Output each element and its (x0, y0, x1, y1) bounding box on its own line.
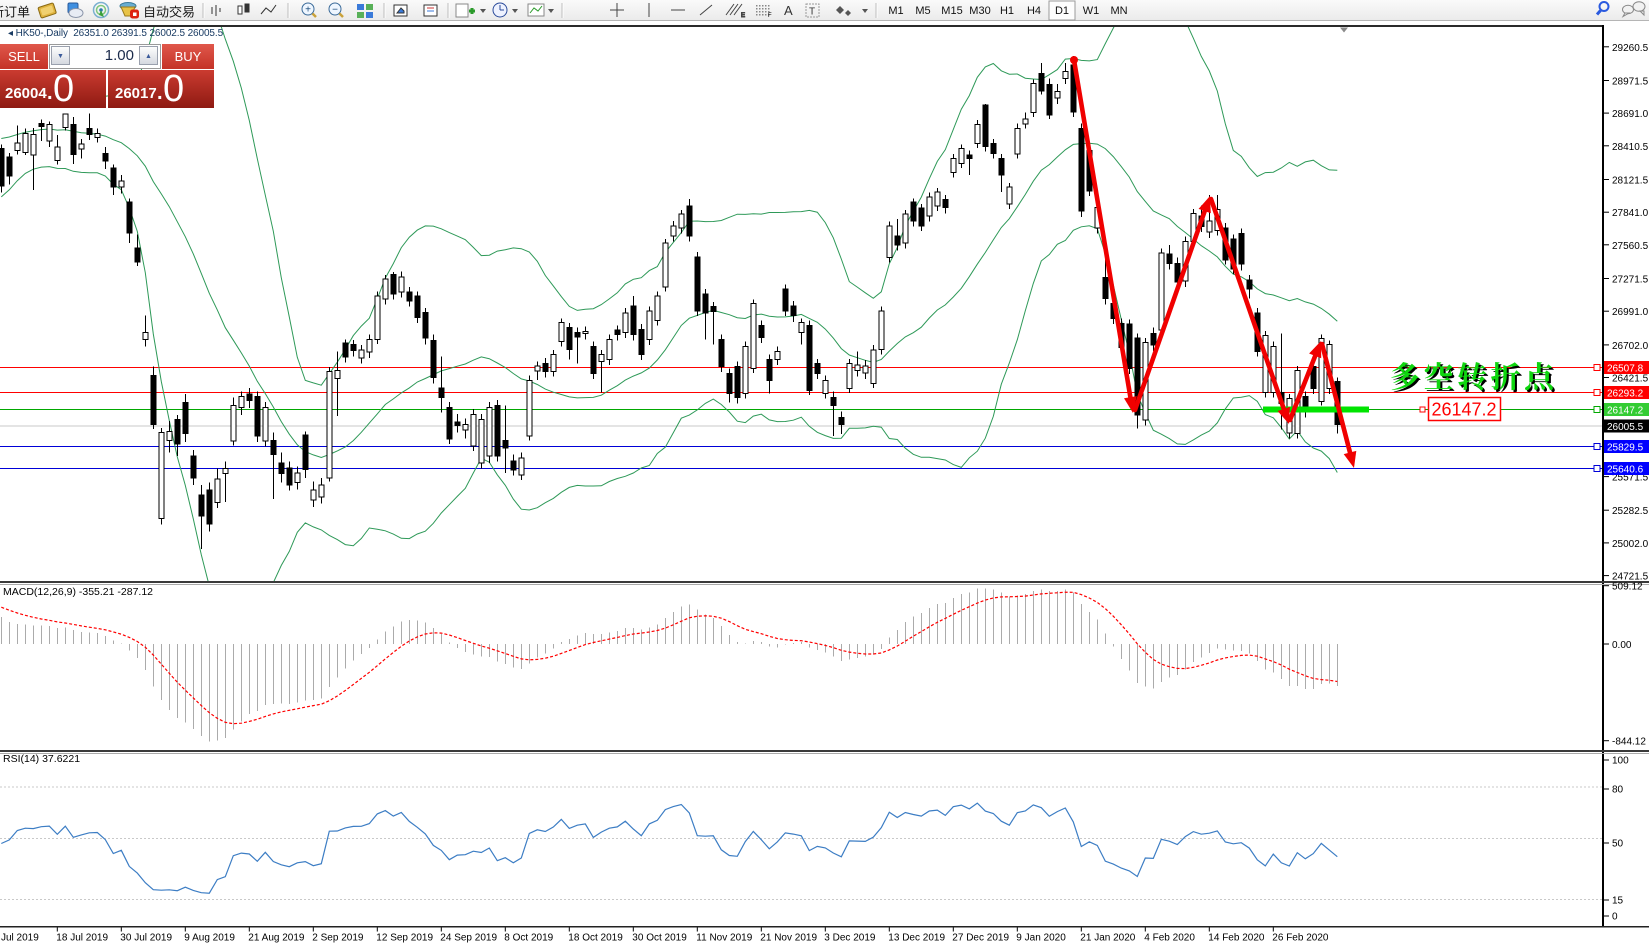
svg-text:26 Feb 2020: 26 Feb 2020 (1272, 933, 1329, 944)
svg-text:H4: H4 (1027, 5, 1041, 17)
svg-text:25571.5: 25571.5 (1612, 473, 1649, 484)
svg-text:F: F (768, 13, 772, 19)
svg-text:M30: M30 (969, 5, 990, 17)
svg-text:+: + (305, 5, 311, 16)
svg-text:28121.5: 28121.5 (1612, 176, 1649, 187)
svg-text:21 Aug 2019: 21 Aug 2019 (248, 933, 305, 944)
svg-text:-844.12: -844.12 (1612, 737, 1646, 748)
svg-text:27841.0: 27841.0 (1612, 208, 1649, 219)
svg-text:3 Dec 2019: 3 Dec 2019 (824, 933, 876, 944)
svg-text:27271.5: 27271.5 (1612, 275, 1649, 286)
svg-text:26702.0: 26702.0 (1612, 341, 1649, 352)
svg-text:24721.5: 24721.5 (1612, 572, 1649, 583)
svg-text:26147.2: 26147.2 (1607, 406, 1644, 417)
svg-text:26991.0: 26991.0 (1612, 307, 1649, 318)
svg-text:30 Oct 2019: 30 Oct 2019 (632, 933, 687, 944)
svg-text:W1: W1 (1083, 5, 1100, 17)
svg-text:25282.5: 25282.5 (1612, 506, 1649, 517)
svg-text:M5: M5 (915, 5, 930, 17)
svg-text:−: − (332, 5, 338, 16)
svg-text:D1: D1 (1055, 5, 1069, 17)
svg-text:30 Jul 2019: 30 Jul 2019 (120, 933, 172, 944)
svg-text:13 Dec 2019: 13 Dec 2019 (888, 933, 945, 944)
svg-text:25002.0: 25002.0 (1612, 539, 1649, 550)
svg-text:M1: M1 (888, 5, 903, 17)
svg-text:29260.5: 29260.5 (1612, 43, 1649, 54)
svg-text:A: A (784, 3, 793, 18)
svg-text:RSI(14) 37.6221: RSI(14) 37.6221 (3, 753, 80, 765)
svg-text:27560.5: 27560.5 (1612, 241, 1649, 252)
svg-text:26293.2: 26293.2 (1607, 389, 1644, 400)
svg-text:27 Dec 2019: 27 Dec 2019 (952, 933, 1009, 944)
svg-text:Jul 2019: Jul 2019 (1, 933, 39, 944)
svg-text:9 Aug 2019: 9 Aug 2019 (184, 933, 235, 944)
svg-text:21 Nov 2019: 21 Nov 2019 (760, 933, 817, 944)
svg-text:25829.5: 25829.5 (1607, 443, 1644, 454)
svg-text:MN: MN (1110, 5, 1127, 17)
svg-text:28410.5: 28410.5 (1612, 142, 1649, 153)
svg-text:H1: H1 (1000, 5, 1014, 17)
svg-text:18 Oct 2019: 18 Oct 2019 (568, 933, 623, 944)
svg-text:2 Sep 2019: 2 Sep 2019 (312, 933, 364, 944)
svg-text:T: T (809, 7, 815, 18)
svg-text:24 Sep 2019: 24 Sep 2019 (440, 933, 497, 944)
svg-text:28971.5: 28971.5 (1612, 77, 1649, 88)
svg-text:100: 100 (1612, 756, 1629, 767)
svg-text:80: 80 (1612, 785, 1624, 796)
svg-text:18 Jul 2019: 18 Jul 2019 (56, 933, 108, 944)
svg-text:26147.2: 26147.2 (1431, 400, 1496, 420)
svg-text:509.12: 509.12 (1612, 582, 1643, 593)
svg-text:50: 50 (1612, 839, 1624, 850)
svg-text:12 Sep 2019: 12 Sep 2019 (376, 933, 433, 944)
svg-text:11 Nov 2019: 11 Nov 2019 (696, 933, 752, 944)
svg-text:21 Jan 2020: 21 Jan 2020 (1080, 933, 1135, 944)
svg-text:9 Jan 2020: 9 Jan 2020 (1016, 933, 1066, 944)
svg-text:15: 15 (1612, 896, 1624, 907)
svg-text:14 Feb 2020: 14 Feb 2020 (1208, 933, 1265, 944)
svg-text:26507.8: 26507.8 (1607, 364, 1644, 375)
svg-text:26005.5: 26005.5 (1607, 422, 1644, 433)
svg-text:MACD(12,26,9) -355.21 -287.12: MACD(12,26,9) -355.21 -287.12 (3, 586, 153, 598)
svg-text:0.00: 0.00 (1612, 640, 1632, 651)
svg-text:0: 0 (1612, 912, 1618, 923)
svg-text:M15: M15 (941, 5, 962, 17)
svg-text:4 Feb 2020: 4 Feb 2020 (1144, 933, 1195, 944)
svg-text:28691.0: 28691.0 (1612, 109, 1649, 120)
svg-text:26421.5: 26421.5 (1612, 374, 1649, 385)
svg-text:8 Oct 2019: 8 Oct 2019 (504, 933, 553, 944)
svg-text:E: E (741, 13, 745, 19)
svg-text:25640.6: 25640.6 (1607, 465, 1644, 476)
